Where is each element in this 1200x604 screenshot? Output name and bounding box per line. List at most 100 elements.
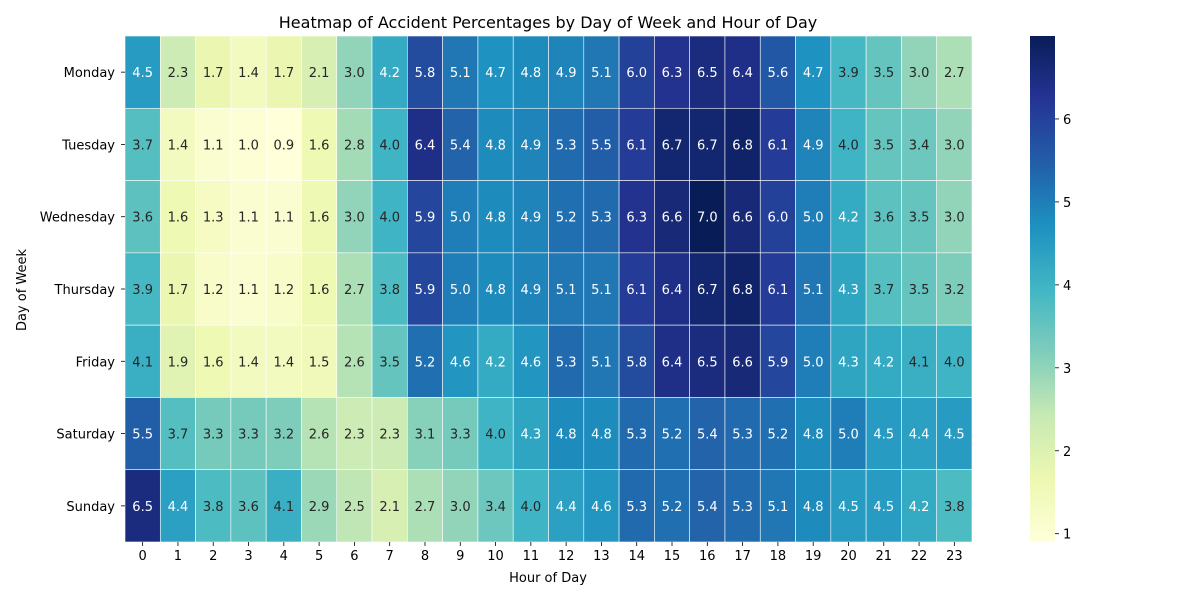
cell-value-label: 5.5 <box>591 138 612 153</box>
cell-value-label: 4.2 <box>838 211 859 226</box>
cell-value-label: 4.6 <box>591 500 612 515</box>
heatmap-cell <box>548 469 585 543</box>
heatmap-cells <box>124 35 973 543</box>
x-tick-label: 13 <box>593 549 610 564</box>
cell-value-label: 4.9 <box>803 138 824 153</box>
cell-value-label: 3.9 <box>838 66 859 81</box>
colorbar-tick-label: 4 <box>1063 279 1071 294</box>
cell-value-label: 2.3 <box>168 66 189 81</box>
cell-value-label: 2.5 <box>344 500 365 515</box>
cell-value-label: 6.4 <box>662 283 683 298</box>
heatmap-cell <box>618 252 655 326</box>
cell-value-label: 1.1 <box>203 138 224 153</box>
x-tick-label: 4 <box>280 549 288 564</box>
cell-value-label: 5.5 <box>132 428 153 443</box>
cell-value-label: 4.8 <box>521 66 542 81</box>
cell-value-label: 5.6 <box>768 66 789 81</box>
cell-value-label: 4.5 <box>838 500 859 515</box>
cell-value-label: 1.6 <box>309 211 330 226</box>
cell-value-label: 1.7 <box>203 66 224 81</box>
heatmap-cell <box>795 35 832 109</box>
cell-value-label: 0.9 <box>273 138 294 153</box>
cell-value-label: 7.0 <box>697 211 718 226</box>
y-tick-label: Thursday <box>54 283 116 298</box>
heatmap-cell <box>195 107 232 181</box>
x-tick-label: 15 <box>664 549 681 564</box>
x-tick-label: 3 <box>244 549 252 564</box>
heatmap-cell <box>336 107 373 181</box>
cell-value-label: 6.8 <box>732 283 753 298</box>
cell-value-label: 5.3 <box>556 138 577 153</box>
cell-value-label: 4.0 <box>944 355 965 370</box>
heatmap-cell <box>442 35 479 109</box>
cell-value-label: 4.9 <box>521 283 542 298</box>
cell-value-label: 4.4 <box>909 428 930 443</box>
cell-value-label: 1.1 <box>238 211 259 226</box>
cell-value-label: 1.6 <box>309 138 330 153</box>
heatmap-cell <box>548 107 585 181</box>
cell-value-label: 3.8 <box>379 283 400 298</box>
heatmap-cell <box>830 180 867 254</box>
heatmap-cell <box>159 180 196 254</box>
y-axis-ticks: Monday Tuesday Wednesday Thursday Friday Satu… <box>40 66 125 515</box>
heatmap-cell <box>124 324 161 398</box>
heatmap-cell <box>936 35 973 109</box>
heatmap-cell <box>124 469 161 543</box>
cell-value-label: 6.4 <box>732 66 753 81</box>
heatmap-cell <box>654 107 690 181</box>
cell-value-label: 3.8 <box>203 500 224 515</box>
heatmap-cell <box>901 324 938 398</box>
heatmap-cell <box>442 252 479 326</box>
heatmap-cell <box>195 397 232 471</box>
y-tick-label: Wednesday <box>40 211 116 226</box>
cell-value-label: 4.8 <box>485 138 506 153</box>
heatmap-cell <box>901 252 938 326</box>
heatmap-cell <box>512 107 549 181</box>
cell-value-label: 5.2 <box>415 355 436 370</box>
cell-value-label: 6.1 <box>626 138 647 153</box>
heatmap-cell <box>336 324 373 398</box>
cell-value-label: 5.9 <box>415 211 436 226</box>
heatmap-cell <box>371 180 408 254</box>
heatmap-cell <box>265 469 302 543</box>
heatmap-cell <box>654 324 690 398</box>
heatmap-cell <box>830 35 867 109</box>
heatmap-cell <box>301 469 338 543</box>
cell-value-label: 6.7 <box>662 138 683 153</box>
cell-value-label: 3.5 <box>873 66 894 81</box>
heatmap-cell <box>583 469 620 543</box>
cell-value-label: 4.4 <box>556 500 577 515</box>
cell-value-label: 6.3 <box>626 211 647 226</box>
cell-value-label: 1.0 <box>238 138 259 153</box>
cell-value-label: 6.7 <box>697 283 718 298</box>
cell-value-label: 5.3 <box>556 355 577 370</box>
cell-value-label: 1.4 <box>238 66 259 81</box>
cell-value-label: 1.6 <box>168 211 189 226</box>
heatmap-cell <box>301 397 338 471</box>
heatmap-cell <box>477 107 514 181</box>
cell-value-label: 5.1 <box>591 283 612 298</box>
cell-value-label: 3.5 <box>873 138 894 153</box>
heatmap-cell <box>195 324 232 398</box>
heatmap-cell <box>512 324 549 398</box>
heatmap-cell <box>865 180 902 254</box>
heatmap-cell <box>936 107 973 181</box>
heatmap-cell <box>371 397 408 471</box>
cell-annotations: 4.5 2.3 1.7 1.4 1.7 2.1 3.0 4.2 5.8 5.1 4.7 4.8 4.9 5… <box>132 66 964 515</box>
heatmap-cell <box>230 35 267 109</box>
heatmap-cell <box>795 469 832 543</box>
cell-value-label: 1.3 <box>203 211 224 226</box>
cell-value-label: 1.6 <box>309 283 330 298</box>
heatmap-cell <box>442 469 479 543</box>
cell-value-label: 4.6 <box>450 355 471 370</box>
cell-value-label: 3.4 <box>485 500 506 515</box>
cell-value-label: 6.0 <box>768 211 789 226</box>
heatmap-cell <box>936 252 973 326</box>
cell-value-label: 4.0 <box>379 138 400 153</box>
colorbar-tick-label: 1 <box>1063 528 1071 543</box>
heatmap-cell <box>336 397 373 471</box>
heatmap-cell <box>759 397 796 471</box>
heatmap-cell <box>583 35 620 109</box>
cell-value-label: 5.1 <box>803 283 824 298</box>
heatmap-cell <box>759 252 796 326</box>
